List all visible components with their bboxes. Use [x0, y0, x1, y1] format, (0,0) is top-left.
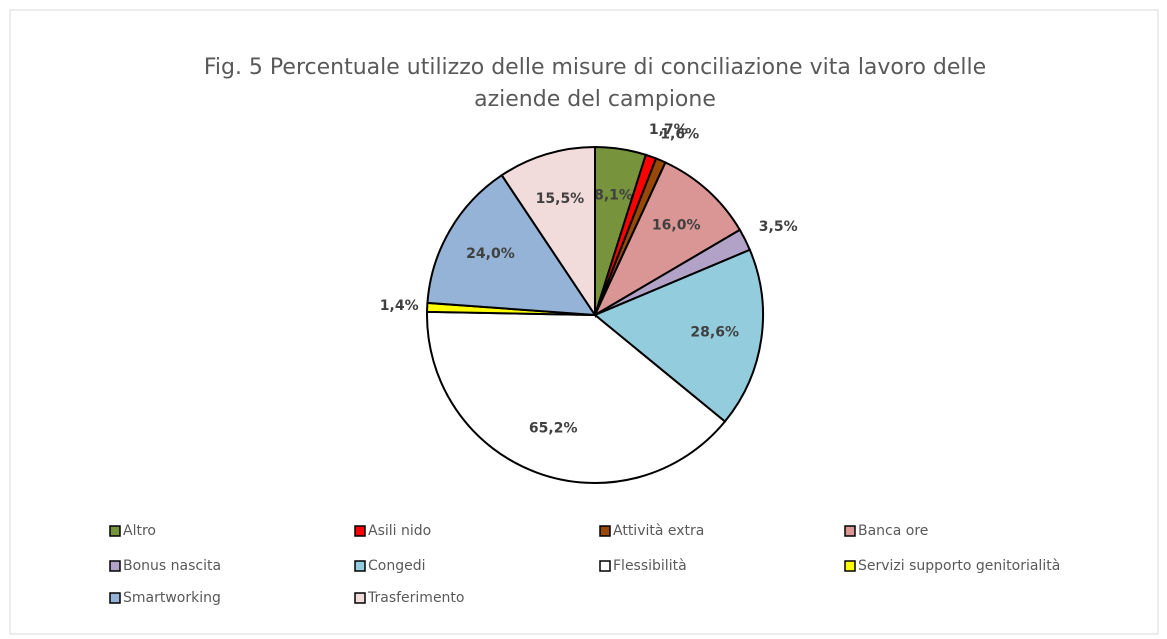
pie-slice	[426, 310, 727, 484]
legend-swatch	[844, 525, 856, 537]
legend-label: Asili nido	[368, 523, 431, 539]
legend-swatch	[354, 592, 366, 604]
pie-slice	[592, 161, 742, 318]
legend-swatch	[844, 560, 856, 572]
pie-slice	[593, 248, 764, 423]
legend-label: Smartworking	[123, 590, 221, 606]
data-label: 65,2%	[529, 421, 578, 437]
legend-label: Altro	[123, 523, 156, 539]
legend-swatch	[109, 560, 121, 572]
data-label: 28,6%	[690, 324, 739, 340]
data-label: 1,4%	[380, 298, 419, 314]
legend-label: Attività extra	[613, 523, 704, 539]
legend-swatch	[599, 525, 611, 537]
chart-title: aziende del campione	[474, 87, 716, 112]
legend-swatch	[599, 560, 611, 572]
pie-slice	[426, 173, 597, 317]
legend-swatch	[354, 525, 366, 537]
legend-swatch	[109, 525, 121, 537]
data-label: 24,0%	[466, 246, 515, 262]
legend-label: Congedi	[368, 558, 426, 574]
legend-label: Servizi supporto genitorialità	[858, 558, 1060, 574]
data-label: 3,5%	[759, 219, 798, 235]
legend-label: Banca ore	[858, 523, 928, 539]
data-label: 16,0%	[652, 217, 701, 233]
legend-label: Bonus nascita	[123, 558, 221, 574]
pie-slice	[500, 145, 596, 319]
data-label: 15,5%	[536, 191, 585, 207]
chart-title: Fig. 5 Percentuale utilizzo delle misure…	[204, 55, 986, 80]
data-label: 1,7%	[649, 122, 688, 138]
data-label: 8,1%	[594, 187, 633, 203]
legend-label: Trasferimento	[367, 590, 465, 606]
legend-swatch	[109, 592, 121, 604]
legend-swatch	[354, 560, 366, 572]
legend-label: Flessibilità	[613, 558, 687, 574]
data-label: 1,6%	[660, 127, 699, 143]
